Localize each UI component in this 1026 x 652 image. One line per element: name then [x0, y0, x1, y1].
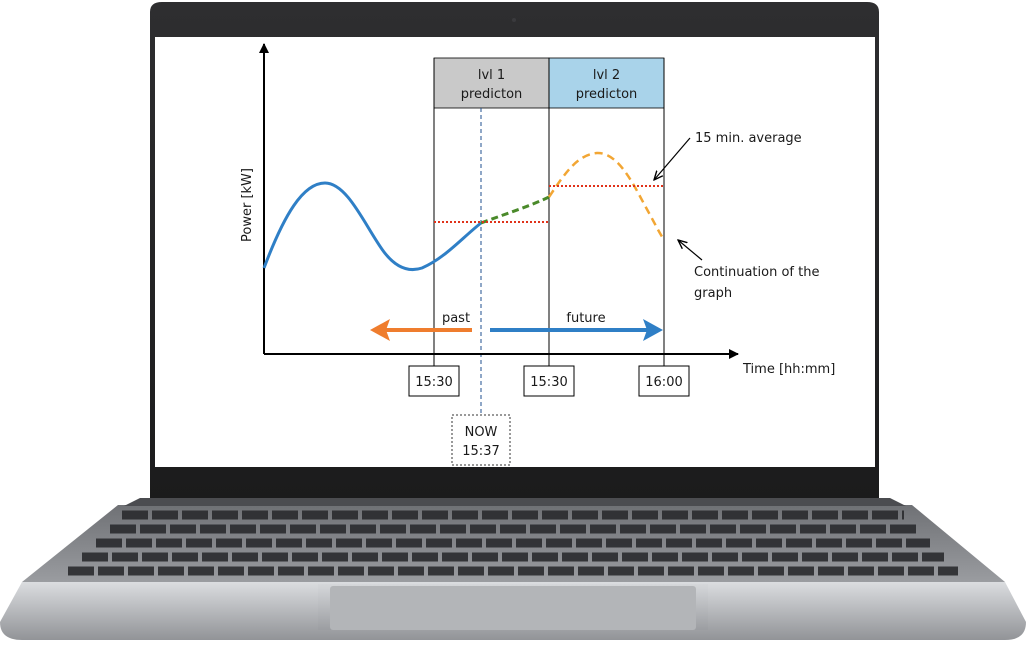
continuation-pointer-arrow — [678, 240, 703, 261]
trackpad-surface — [330, 586, 696, 630]
time-label-1530a: 15:30 — [415, 375, 452, 390]
future-arrow-head — [643, 319, 663, 341]
laptop-hinge — [124, 498, 906, 506]
future-label: future — [566, 311, 605, 326]
lvl1-label-line2: predicton — [461, 87, 523, 102]
now-label: NOW — [465, 425, 498, 440]
now-time: 15:37 — [462, 444, 499, 459]
actual-power-curve — [262, 181, 482, 272]
screen — [155, 37, 875, 467]
past-label: past — [442, 311, 470, 326]
keyboard-keys — [68, 510, 958, 576]
webcam-icon — [512, 18, 516, 22]
time-box-1600 — [638, 365, 690, 397]
time-label-1530b: 15:30 — [530, 375, 567, 390]
time-box-1530b — [523, 365, 575, 397]
y-axis-label: Power [kW] — [240, 168, 255, 242]
past-arrow-head — [370, 319, 390, 341]
time-label-1600: 16:00 — [645, 375, 682, 390]
x-axis-label: Time [hh:mm] — [742, 362, 835, 377]
continuation-annotation-line2: graph — [694, 286, 732, 301]
now-box — [451, 414, 511, 466]
average-annotation: 15 min. average — [695, 131, 802, 146]
green-prediction-curve — [480, 195, 550, 225]
average-pointer-arrow — [654, 137, 691, 180]
lvl1-label-line1: lvl 1 — [478, 68, 505, 83]
lvl2-label-line2: predicton — [576, 87, 638, 102]
continuation-annotation-line1: Continuation of the — [694, 265, 819, 280]
time-box-1530a — [408, 365, 460, 397]
lvl2-label-line1: lvl 2 — [593, 68, 620, 83]
orange-prediction-curve — [547, 151, 666, 241]
laptop-keyboard-deck — [22, 505, 1005, 582]
